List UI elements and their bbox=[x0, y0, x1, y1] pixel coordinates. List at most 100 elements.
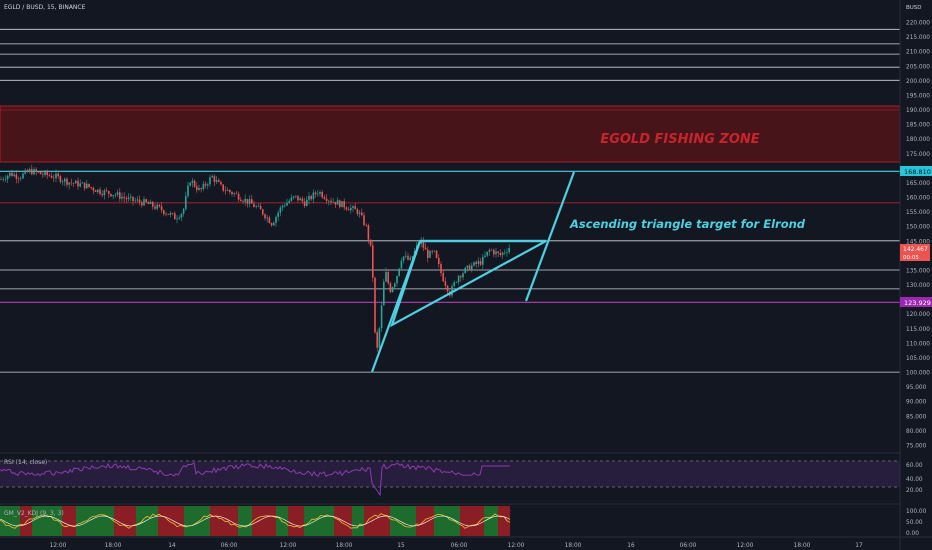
candle-body bbox=[53, 177, 55, 179]
time-tick-label: 12:00 bbox=[50, 543, 67, 549]
candle-body bbox=[75, 180, 77, 184]
gm-bar bbox=[232, 506, 235, 536]
gm-bar bbox=[280, 506, 283, 536]
gm-bar bbox=[2, 506, 5, 536]
gm-bar bbox=[432, 506, 435, 536]
candle-body bbox=[6, 175, 9, 180]
gm-bar bbox=[32, 506, 35, 536]
price-tick-label: 80.000 bbox=[906, 429, 927, 435]
candle-body bbox=[66, 178, 68, 185]
candle-body bbox=[215, 180, 218, 182]
candle-body bbox=[499, 253, 502, 255]
gm-bar bbox=[322, 506, 325, 536]
candle-body bbox=[147, 202, 150, 204]
candle-body bbox=[493, 250, 495, 255]
candle-body bbox=[431, 251, 433, 252]
candle-body bbox=[378, 328, 381, 348]
gm-bar bbox=[100, 506, 103, 536]
candle-body bbox=[189, 182, 191, 186]
gm-bar bbox=[498, 506, 501, 536]
gm-bar bbox=[352, 506, 355, 536]
gm-bar bbox=[228, 506, 231, 536]
gm-bar bbox=[380, 506, 383, 536]
candle-body bbox=[220, 182, 222, 185]
gm-bar bbox=[94, 506, 97, 536]
price-tick-label: 185.000 bbox=[906, 123, 930, 129]
gm-bar bbox=[136, 506, 139, 536]
rsi-tick-label: 20.00 bbox=[906, 488, 923, 494]
gm-bar bbox=[292, 506, 295, 536]
candle-body bbox=[345, 207, 348, 210]
candle-body bbox=[301, 198, 304, 202]
candle-body bbox=[101, 193, 103, 195]
gm-bar bbox=[358, 506, 361, 536]
gm-bar bbox=[478, 506, 481, 536]
candle-body bbox=[455, 281, 458, 283]
gm-bar bbox=[408, 506, 411, 536]
gm-bar bbox=[406, 506, 409, 536]
gm-bar bbox=[356, 506, 359, 536]
candle-body bbox=[336, 200, 339, 205]
candle-body bbox=[193, 180, 196, 187]
gm-bar bbox=[220, 506, 223, 536]
time-tick-label: 06:00 bbox=[680, 543, 697, 549]
candle-body bbox=[68, 182, 70, 185]
time-tick-label: 18:00 bbox=[105, 543, 122, 549]
gm-bar bbox=[330, 506, 333, 536]
gm-bar bbox=[492, 506, 495, 536]
candle-body bbox=[127, 197, 130, 200]
candle-body bbox=[286, 202, 288, 206]
candle-body bbox=[453, 282, 455, 287]
gm-bar bbox=[36, 506, 39, 536]
gm-bar bbox=[486, 506, 489, 536]
gm-bar bbox=[466, 506, 469, 536]
gm-bar bbox=[454, 506, 457, 536]
gm-bar bbox=[214, 506, 217, 536]
candle-body bbox=[141, 202, 143, 206]
gm-bar bbox=[272, 506, 275, 536]
candle-body bbox=[312, 192, 315, 200]
gm-bar bbox=[438, 506, 441, 536]
gm-bar bbox=[16, 506, 19, 536]
gm-bar bbox=[250, 506, 253, 536]
gm-bar bbox=[44, 506, 47, 536]
time-tick-label: 15 bbox=[397, 543, 405, 549]
gm-bar bbox=[382, 506, 385, 536]
price-tick-label: 95.000 bbox=[906, 385, 927, 391]
candle-body bbox=[81, 182, 84, 184]
candle-body bbox=[57, 173, 59, 177]
candle-body bbox=[237, 193, 240, 200]
gm-bar bbox=[364, 506, 367, 536]
time-tick-label: 12:00 bbox=[737, 543, 754, 549]
price-tick-label: 150.000 bbox=[906, 225, 930, 231]
gm-bar bbox=[402, 506, 405, 536]
candle-body bbox=[482, 257, 484, 265]
candle-body bbox=[468, 265, 471, 271]
price-tick-label: 130.000 bbox=[906, 283, 930, 289]
gm-bar bbox=[440, 506, 443, 536]
candle-body bbox=[477, 261, 480, 264]
time-tick-label: 18:00 bbox=[336, 543, 353, 549]
gm-bar bbox=[130, 506, 133, 536]
gm-bar bbox=[138, 506, 141, 536]
candle-body bbox=[332, 201, 334, 203]
candle-body bbox=[180, 213, 183, 218]
candle-body bbox=[251, 199, 253, 204]
candle-body bbox=[248, 199, 251, 204]
candle-body bbox=[136, 199, 139, 201]
gm-bar bbox=[20, 506, 23, 536]
gm-bar bbox=[122, 506, 125, 536]
gm-bar bbox=[458, 506, 461, 536]
gm-bar bbox=[140, 506, 143, 536]
candle-body bbox=[0, 179, 2, 180]
candle-body bbox=[244, 198, 246, 202]
candle-body bbox=[290, 197, 293, 201]
candle-body bbox=[24, 170, 26, 174]
gm-bar bbox=[448, 506, 451, 536]
gm-bar bbox=[264, 506, 267, 536]
gm-bar bbox=[96, 506, 99, 536]
time-tick-label: 17 bbox=[855, 543, 863, 549]
gm-bar bbox=[324, 506, 327, 536]
gm-bar bbox=[114, 506, 117, 536]
